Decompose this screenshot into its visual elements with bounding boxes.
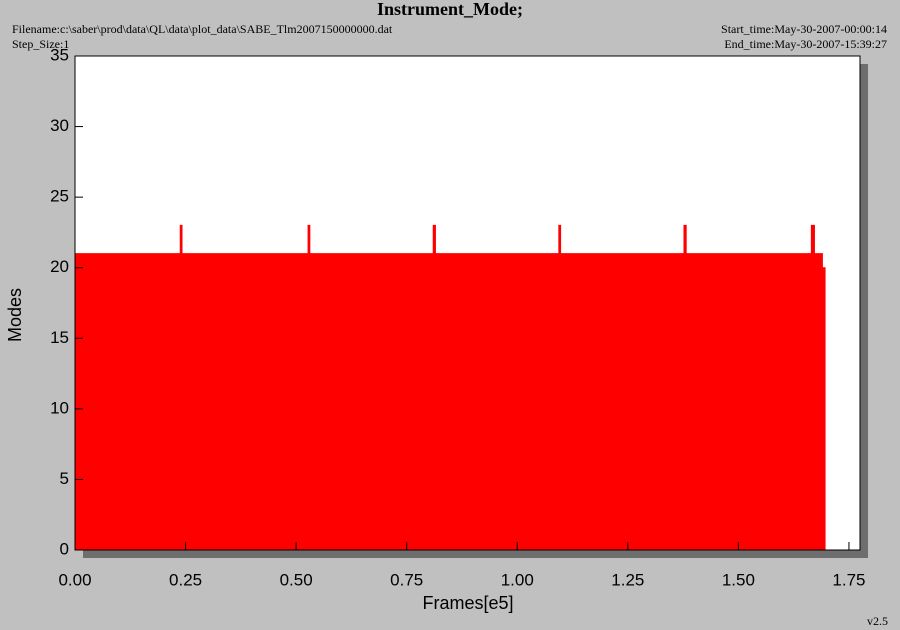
y-axis-title: Modes bbox=[5, 288, 25, 342]
x-tick-label: 1.00 bbox=[501, 570, 534, 589]
x-tick-label: 0.50 bbox=[280, 570, 313, 589]
area bbox=[74, 224, 826, 551]
end-time: End_time:May-30-2007-15:39:27 bbox=[724, 37, 887, 51]
y-tick-label: 20 bbox=[50, 257, 69, 276]
filename: Filename:c:\saber\prod\data\QL\data\plot… bbox=[12, 22, 393, 36]
x-axis-title: Frames[e5] bbox=[422, 593, 513, 613]
y-tick-label: 35 bbox=[50, 45, 69, 64]
y-tick-label: 5 bbox=[60, 469, 69, 488]
x-tick-label: 1.25 bbox=[611, 570, 644, 589]
x-tick-label: 0.75 bbox=[390, 570, 423, 589]
x-tick-label: 0.00 bbox=[58, 570, 91, 589]
x-tick-label: 1.75 bbox=[832, 570, 865, 589]
version: v2.5 bbox=[867, 614, 888, 628]
y-tick-label: 15 bbox=[50, 328, 69, 347]
y-tick-label: 10 bbox=[50, 398, 69, 417]
chart-title: Instrument_Mode; bbox=[377, 0, 523, 19]
x-tick-label: 1.50 bbox=[722, 570, 755, 589]
y-tick-label: 0 bbox=[60, 539, 69, 558]
start-time: Start_time:May-30-2007-00:00:14 bbox=[721, 22, 887, 36]
step-size: Step_Size:1 bbox=[12, 37, 69, 51]
x-tick-label: 0.25 bbox=[169, 570, 202, 589]
y-tick-label: 25 bbox=[50, 187, 69, 206]
y-tick-label: 30 bbox=[50, 116, 69, 135]
plot-border bbox=[74, 55, 861, 551]
